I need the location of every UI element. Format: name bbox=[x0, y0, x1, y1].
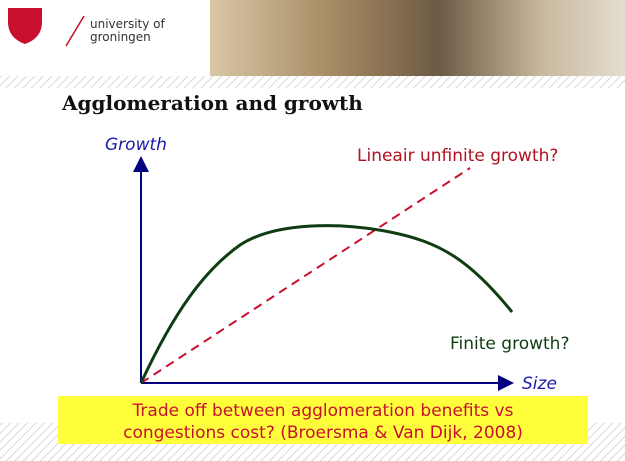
linear-label: Lineair unfinite growth? bbox=[357, 146, 558, 166]
logo-text: university of bbox=[90, 17, 166, 31]
logo-text: groningen bbox=[90, 30, 151, 44]
y-axis-label: Growth bbox=[105, 135, 167, 155]
finite-label: Finite growth? bbox=[450, 334, 569, 354]
note-text: Trade off between agglomeration benefits… bbox=[132, 401, 514, 421]
banner-photo bbox=[210, 0, 625, 76]
x-axis-label: Size bbox=[522, 374, 557, 394]
note-text: congestions cost? (Broersma & Van Dijk, … bbox=[123, 423, 523, 443]
slide: university of groningen Agglomeration an… bbox=[0, 0, 625, 461]
slide-title: Agglomeration and growth bbox=[61, 91, 363, 115]
content-area bbox=[0, 88, 625, 423]
